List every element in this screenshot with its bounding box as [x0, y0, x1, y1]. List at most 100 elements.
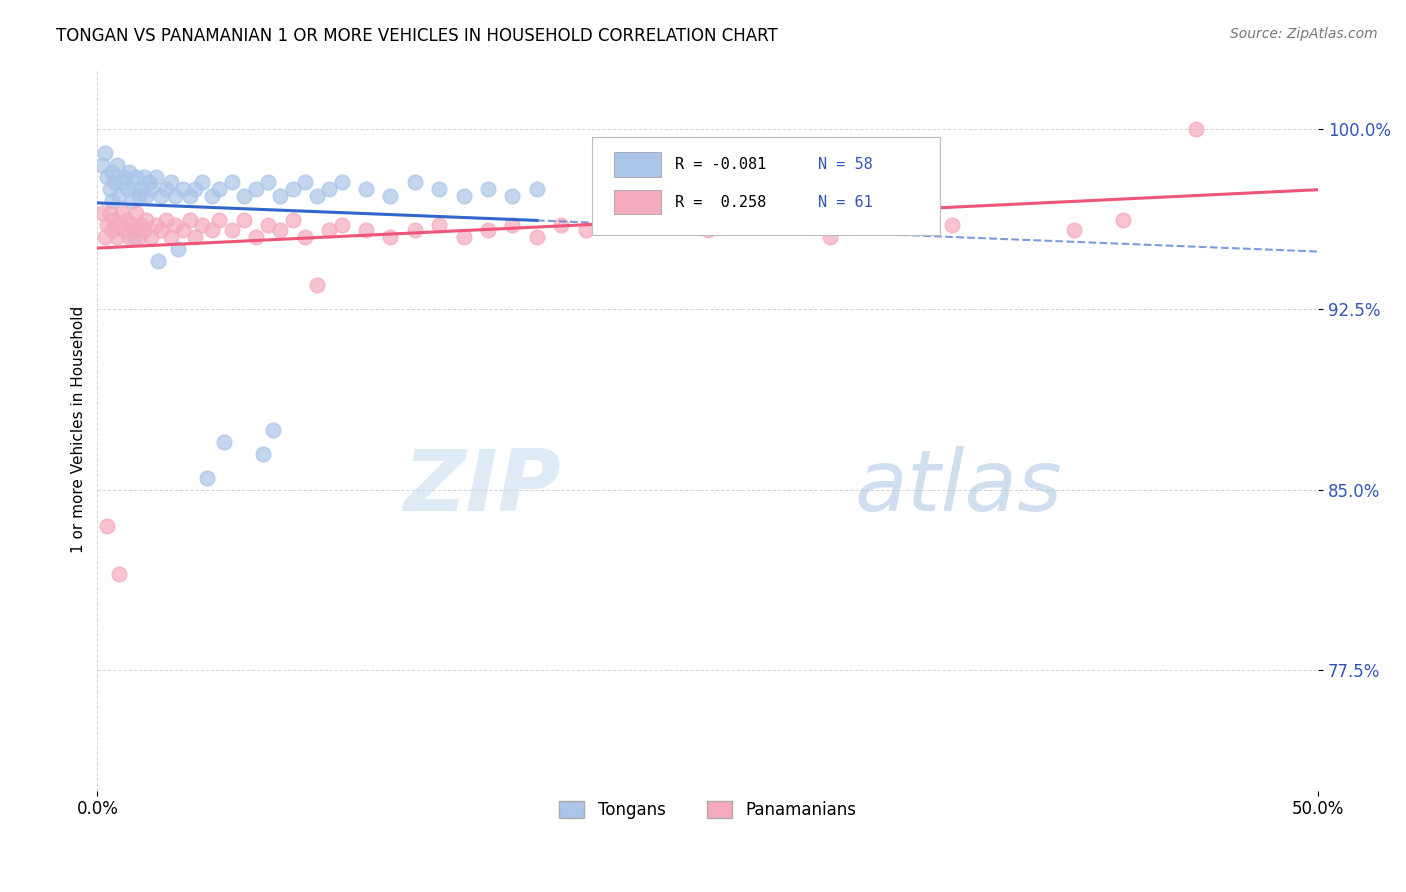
- Point: [179, 213, 201, 227]
- Point: [818, 230, 841, 244]
- Point: [128, 230, 150, 244]
- Text: Source: ZipAtlas.com: Source: ZipAtlas.com: [1230, 27, 1378, 41]
- Point: [132, 169, 155, 184]
- Point: [125, 169, 148, 184]
- Point: [232, 213, 254, 227]
- Point: [1063, 223, 1085, 237]
- Point: [145, 169, 167, 184]
- Point: [208, 213, 231, 227]
- Point: [108, 566, 131, 581]
- Point: [108, 218, 131, 232]
- Point: [257, 175, 280, 189]
- Point: [501, 218, 523, 232]
- FancyBboxPatch shape: [614, 190, 661, 214]
- Point: [354, 223, 377, 237]
- Point: [427, 218, 450, 232]
- Point: [307, 189, 329, 203]
- Point: [208, 182, 231, 196]
- Point: [103, 213, 125, 227]
- Point: [179, 189, 201, 203]
- Point: [269, 189, 291, 203]
- Point: [96, 519, 118, 533]
- Point: [262, 423, 284, 437]
- Point: [91, 206, 114, 220]
- Point: [404, 223, 426, 237]
- Point: [149, 223, 172, 237]
- Point: [172, 182, 194, 196]
- Point: [165, 218, 187, 232]
- Point: [121, 218, 143, 232]
- Point: [115, 182, 138, 196]
- Point: [96, 218, 118, 232]
- Point: [93, 230, 115, 244]
- Point: [108, 189, 131, 203]
- Point: [111, 175, 134, 189]
- Point: [103, 175, 125, 189]
- Point: [122, 182, 145, 196]
- Point: [330, 175, 353, 189]
- Point: [105, 230, 128, 244]
- Point: [184, 230, 207, 244]
- Point: [132, 223, 155, 237]
- Point: [145, 218, 167, 232]
- Point: [149, 189, 172, 203]
- Text: N = 61: N = 61: [818, 194, 873, 210]
- FancyBboxPatch shape: [592, 137, 939, 235]
- Point: [526, 230, 548, 244]
- Point: [101, 165, 124, 179]
- Point: [696, 223, 718, 237]
- Point: [281, 213, 304, 227]
- Text: N = 58: N = 58: [818, 157, 873, 172]
- Point: [131, 218, 153, 232]
- Point: [380, 230, 402, 244]
- Point: [245, 230, 267, 244]
- Point: [184, 182, 207, 196]
- Point: [477, 223, 499, 237]
- Point: [121, 194, 143, 208]
- Point: [105, 158, 128, 172]
- FancyBboxPatch shape: [614, 153, 661, 177]
- Text: atlas: atlas: [855, 446, 1063, 529]
- Point: [98, 182, 121, 196]
- Text: TONGAN VS PANAMANIAN 1 OR MORE VEHICLES IN HOUSEHOLD CORRELATION CHART: TONGAN VS PANAMANIAN 1 OR MORE VEHICLES …: [56, 27, 778, 45]
- Point: [131, 182, 153, 196]
- Point: [138, 175, 160, 189]
- Point: [195, 471, 218, 485]
- Point: [135, 189, 157, 203]
- Point: [148, 254, 170, 268]
- Point: [93, 145, 115, 160]
- Point: [281, 182, 304, 196]
- Point: [453, 230, 475, 244]
- Point: [623, 213, 645, 227]
- Point: [294, 175, 316, 189]
- Point: [191, 175, 214, 189]
- Point: [91, 158, 114, 172]
- Point: [318, 223, 340, 237]
- Point: [318, 182, 340, 196]
- Point: [380, 189, 402, 203]
- Point: [111, 206, 134, 220]
- Legend: Tongans, Panamanians: Tongans, Panamanians: [553, 794, 863, 826]
- Point: [98, 206, 121, 220]
- Point: [165, 189, 187, 203]
- Point: [941, 218, 963, 232]
- Point: [122, 223, 145, 237]
- Point: [96, 169, 118, 184]
- Point: [453, 189, 475, 203]
- Point: [112, 169, 135, 184]
- Point: [214, 434, 236, 449]
- Point: [330, 218, 353, 232]
- Point: [139, 182, 162, 196]
- Point: [115, 213, 138, 227]
- Point: [252, 447, 274, 461]
- Point: [257, 218, 280, 232]
- Point: [575, 223, 598, 237]
- Point: [1185, 121, 1208, 136]
- Point: [404, 175, 426, 189]
- Y-axis label: 1 or more Vehicles in Household: 1 or more Vehicles in Household: [72, 306, 86, 553]
- Point: [118, 165, 141, 179]
- Point: [118, 230, 141, 244]
- Point: [191, 218, 214, 232]
- Point: [354, 182, 377, 196]
- Point: [526, 182, 548, 196]
